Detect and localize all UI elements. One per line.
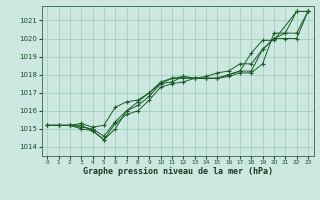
X-axis label: Graphe pression niveau de la mer (hPa): Graphe pression niveau de la mer (hPa) bbox=[83, 167, 273, 176]
